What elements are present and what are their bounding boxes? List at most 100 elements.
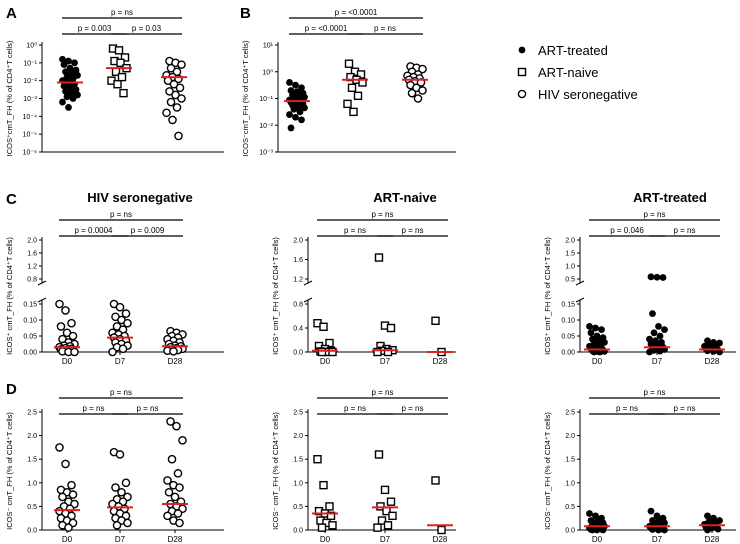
axis-break-mark (303, 297, 313, 303)
x-tick-label: D28 (705, 535, 720, 544)
data-point (599, 526, 607, 534)
y-tick-label: 10⁻³ (23, 96, 37, 103)
data-point (164, 487, 174, 497)
data-point (374, 253, 384, 262)
data-point (286, 79, 293, 86)
y-tick-label: 10⁻¹ (23, 60, 37, 67)
y-tick-label: 0.15 (561, 302, 575, 309)
data-point (317, 347, 327, 357)
data-point (373, 523, 382, 532)
legend-label: ART-naive (538, 65, 598, 80)
data-point (298, 84, 305, 92)
data-point (383, 347, 393, 357)
data-point (287, 124, 295, 132)
x-tick-label: D0 (592, 357, 603, 366)
data-point (349, 107, 358, 117)
axis-break-mark (37, 280, 47, 286)
data-point (655, 526, 662, 534)
y-tick-label: 1.5 (27, 457, 37, 464)
data-point (55, 443, 64, 452)
y-axis-label: ICOS⁺ cmT_FH (% of CD4⁺T cells) (5, 237, 14, 355)
p-value-label: p = ns (374, 24, 396, 33)
data-point (653, 512, 661, 520)
p-value-label: p = ns (673, 226, 695, 235)
data-point (119, 88, 128, 98)
data-point (649, 526, 656, 533)
data-point (714, 525, 722, 533)
data-point (586, 510, 593, 517)
y-tick-label: 10⁻¹ (259, 96, 273, 103)
y-tick-label: 0.15 (23, 302, 37, 309)
y-tick-label: 0.0 (293, 528, 303, 535)
legend-label: ART-treated (538, 43, 608, 58)
y-tick-label: 1.0 (565, 264, 575, 271)
panel-b: B ICOS⁻cmT_FH (% of CD4⁺T cells) 10¹ 10⁰ 10⁻… (240, 5, 456, 157)
data-point (298, 116, 305, 124)
data-point (586, 323, 593, 330)
y-axis-label: ICOS⁺ cmT_FH (% of CD4⁺T cells) (543, 237, 552, 355)
data-point (113, 80, 122, 89)
axis-break-mark (575, 280, 585, 286)
p-value-label: p = ns (371, 210, 393, 219)
data-point (178, 436, 187, 445)
data-point (121, 478, 131, 488)
y-tick-label: 0.4 (293, 326, 303, 333)
panel-c2: ART-naive ICOS⁺ cmT_FH (% of CD4⁺T cells)… (271, 190, 456, 366)
data-point (592, 324, 599, 332)
data-point (117, 487, 126, 497)
y-axis-label: ICOS⁻ cmT_FH (% of CD4⁺T cells) (5, 412, 14, 530)
data-point (168, 115, 177, 125)
y-axis-label: ICOS⁻cmT_FH (% of CD4⁺T cells) (241, 40, 250, 156)
data-point (121, 309, 131, 318)
data-point (656, 332, 664, 340)
data-point (174, 131, 183, 141)
y-tick-label: 0.8 (293, 302, 303, 309)
y-tick-label: 2.0 (293, 238, 303, 245)
y-tick-label: 1.5 (293, 457, 303, 464)
data-point (661, 526, 668, 534)
data-point (704, 526, 711, 534)
x-tick-label: D28 (168, 357, 183, 366)
x-tick-label: D7 (115, 357, 126, 366)
y-tick-label: 0.00 (23, 350, 37, 357)
y-tick-label: 2.5 (293, 410, 303, 417)
data-point (659, 274, 667, 281)
panel-d3: ICOS⁻ cmT_FH (% of CD4⁺T cells) 2.5 2.0 1.5… (543, 388, 736, 544)
data-point (661, 326, 668, 333)
data-point (166, 417, 175, 426)
data-point (69, 95, 77, 102)
y-tick-label: 10⁻⁴ (23, 114, 38, 121)
data-point (296, 108, 304, 116)
p-value-label: p = 0.003 (78, 24, 112, 33)
data-point (172, 421, 181, 431)
data-point (326, 511, 336, 521)
p-value-label: p = ns (643, 210, 665, 219)
data-point (313, 455, 322, 464)
data-point (71, 59, 78, 67)
data-point (386, 323, 396, 333)
y-tick-label: 10⁻² (259, 123, 273, 130)
panel-label: A (6, 5, 17, 22)
data-point (650, 329, 658, 337)
data-point (60, 82, 68, 90)
data-point (431, 316, 440, 325)
data-point (170, 492, 180, 502)
y-tick-label: 0.0 (293, 350, 303, 357)
y-tick-label: 1.6 (293, 257, 303, 264)
data-point (58, 492, 67, 502)
x-tick-label: D28 (433, 535, 448, 544)
data-point (290, 105, 298, 113)
y-tick-label: 1.5 (565, 457, 575, 464)
data-point (175, 518, 184, 528)
x-tick-label: D0 (592, 535, 603, 544)
axis-break-mark (303, 280, 313, 286)
data-point (386, 497, 396, 506)
data-point (704, 347, 711, 355)
x-tick-label: D7 (652, 357, 663, 366)
x-tick-label: D0 (62, 535, 73, 544)
legend-label: HIV seronegative (538, 87, 638, 102)
p-value-label: p = ns (371, 388, 393, 397)
data-point (114, 46, 124, 55)
data-point (112, 520, 122, 530)
y-tick-label: 10⁻⁵ (23, 132, 37, 139)
